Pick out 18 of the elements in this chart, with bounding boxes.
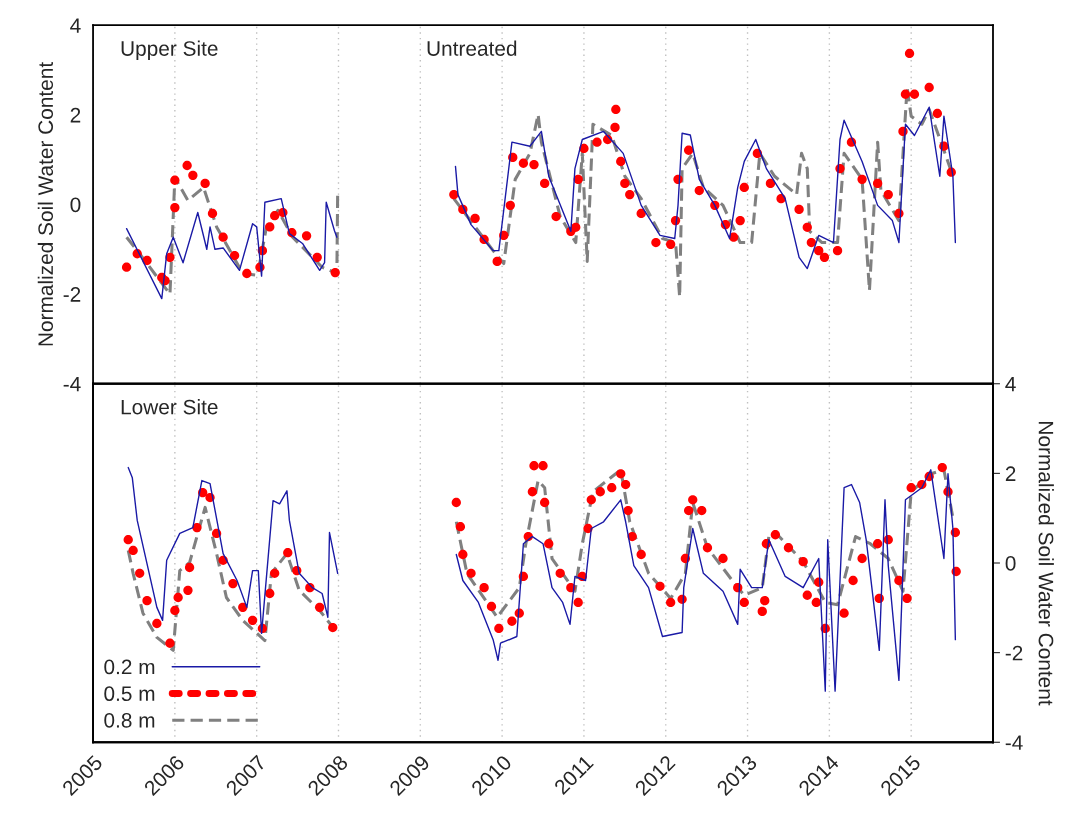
y2-axis-title: Normalized Soil Water Content [1038, 422, 1054, 706]
annotation: Untreated [427, 40, 517, 56]
y-axis-title: Normalized Soil Water Content [37, 62, 54, 346]
y2-tick-label: 0 [1005, 556, 1016, 571]
y2-tick-label: 4 [1005, 376, 1016, 392]
annotation: Lower Site [121, 399, 218, 415]
annotation: Upper Site [121, 40, 218, 61]
legend-label: 0.8 m [104, 712, 155, 728]
y2-tick-label: 2 [1005, 466, 1016, 481]
y-tick-label: -2 [63, 287, 81, 302]
legend-label: 0.2 m [104, 659, 155, 675]
y2-tick-label: -4 [1005, 735, 1023, 750]
legend-label: 0.5 m [104, 686, 155, 702]
y-tick-label: 0 [70, 197, 81, 213]
y-tick-label: 4 [70, 18, 81, 33]
y-tick-label: -4 [63, 376, 81, 392]
y-tick-label: 2 [70, 107, 81, 123]
y2-tick-label: -2 [1005, 645, 1023, 661]
